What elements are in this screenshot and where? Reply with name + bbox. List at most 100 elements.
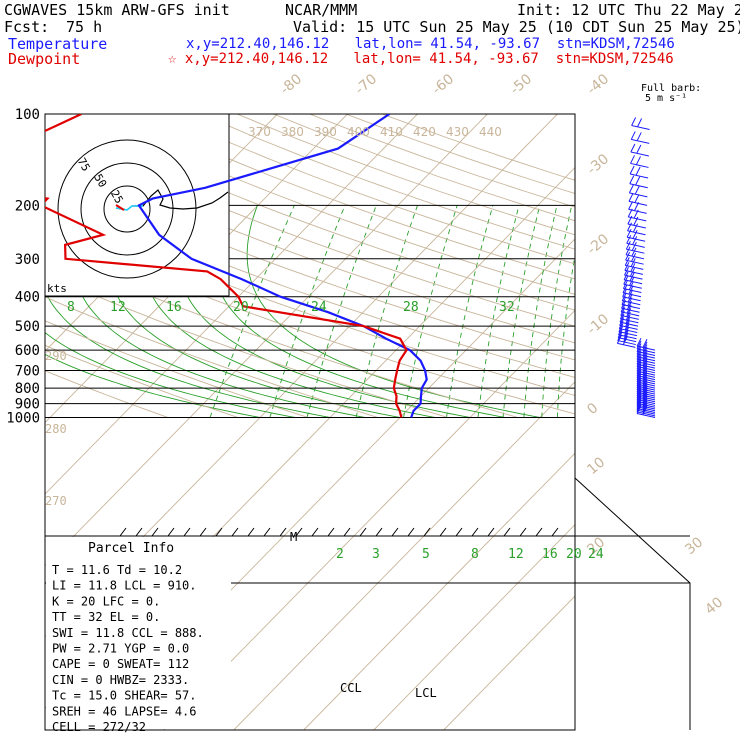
wind-barb-flag [636, 391, 642, 400]
wind-barb-flag [627, 208, 633, 218]
valid-time: Valid: 15 UTC Sun 25 May 25 (10 CDT Sun … [293, 18, 740, 36]
dry-adiabat [45, 273, 449, 418]
pressure-label-1000: 1000 [6, 411, 40, 427]
wind-barb-flag [636, 369, 642, 378]
isotherm-line [233, 381, 575, 730]
wind-barb-flag [624, 324, 630, 333]
freezing-tick [519, 527, 527, 537]
wind-barb-flag [642, 397, 648, 407]
hodograph-units: kts [47, 282, 67, 295]
wind-barb [630, 162, 649, 168]
freezing-tick [135, 527, 143, 537]
annotation-ccl: CCL [340, 681, 362, 695]
freezing-tick [199, 527, 207, 537]
freezing-tick [295, 527, 303, 537]
wind-barb-flag [636, 337, 642, 347]
freezing-tick [231, 527, 239, 537]
isotherm-line [45, 114, 418, 495]
wind-barb-flag [624, 262, 630, 271]
wind-barb-flag [627, 301, 632, 310]
wind-barb-flag [631, 117, 637, 126]
wind-barb-flag [619, 313, 625, 323]
wind-barb-flag [636, 383, 642, 393]
pressure-label-500: 500 [15, 319, 40, 335]
wind-barb [636, 407, 656, 413]
wind-barb-flag [636, 156, 641, 165]
dry-adiabat [164, 114, 575, 265]
wind-barb-flag [642, 378, 648, 388]
wind-barb-flag [625, 240, 631, 250]
pressure-label-300: 300 [15, 252, 40, 268]
isotherm-label: 30 [682, 534, 706, 558]
wind-barb-flag [624, 321, 630, 330]
theta-label: 400 [347, 125, 370, 139]
wind-barb-flag [642, 370, 648, 379]
wind-barb-flag [627, 222, 632, 231]
freezing-tick [311, 527, 319, 537]
freezing-tick [439, 527, 447, 537]
theta-label: 380 [281, 125, 304, 139]
dry-adiabat [273, 114, 575, 222]
wind-barb-flag [625, 251, 631, 261]
hodograph-frame [44, 113, 230, 297]
freezing-tick [551, 527, 559, 537]
wind-barb-flag [636, 132, 642, 141]
wind-barb-flag [642, 394, 648, 403]
mixing-label: 32 [499, 300, 515, 315]
wind-barb-flag [623, 271, 629, 280]
wind-barb-flag [642, 366, 648, 375]
wind-barb-flag [642, 349, 648, 358]
wind-barb-flag [624, 266, 629, 276]
wind-barb-flag [628, 184, 634, 194]
wind-barb-flag [636, 375, 642, 385]
wind-barb-flag [636, 340, 642, 350]
pressure-label-200: 200 [15, 198, 40, 214]
mixing-label: 20 [233, 300, 249, 315]
wind-barb-flag [642, 338, 648, 348]
wind-barb-flag [642, 401, 648, 410]
isotherm-label: -10 [584, 311, 612, 338]
wind-barb-flag [628, 201, 634, 210]
wind-barb-flag [642, 372, 648, 382]
wind-barb-flag [636, 355, 642, 365]
mixing-label-lower: 12 [508, 547, 524, 562]
wind-barb-flag [621, 300, 626, 309]
wind-barb [619, 328, 638, 334]
wind-barb-flag [630, 267, 635, 277]
dry-adiabat [345, 114, 575, 194]
freezing-tick [215, 527, 223, 537]
parcel-row: K = 20 LFC = 0. [52, 594, 160, 608]
wind-barb-flag [634, 202, 640, 211]
isotherm-line [45, 114, 348, 424]
barb-legend-title: Full barb: [641, 83, 702, 94]
wind-barb [619, 324, 638, 330]
wind-barb-flag [636, 353, 642, 362]
wind-barb-flag [642, 376, 648, 386]
parcel-row: TT = 32 EL = 0. [52, 610, 160, 624]
wind-barb-flag [628, 281, 634, 290]
wind-barb-flag [626, 235, 632, 244]
wind-barb-flag [636, 398, 642, 407]
wind-barb-flag [642, 392, 648, 401]
wind-barb-flag [631, 247, 637, 257]
wind-barb-flag [626, 308, 632, 317]
storm-motion [115, 204, 125, 211]
wind-barb-flag [628, 285, 634, 294]
wind-barb [625, 254, 645, 260]
temperature-legend: Temperature [8, 35, 108, 53]
dry-adiabat [45, 126, 575, 327]
wind-barb [617, 340, 636, 346]
theta-label-lower: 290 [45, 349, 67, 363]
wind-barb-flag [622, 336, 628, 345]
freezing-tick [535, 527, 543, 537]
mixing-label-lower: 2 [336, 547, 344, 562]
wind-barb-flag [642, 390, 648, 399]
init-time: Init: 12 UTC Thu 22 May 25 [517, 1, 740, 19]
wind-barb [636, 409, 656, 415]
freezing-tick [407, 527, 415, 537]
wind-barb-flag [617, 332, 623, 341]
mixing-ratio-line [446, 205, 494, 418]
freezing-tick [391, 527, 399, 537]
wind-barb-flag [626, 304, 632, 314]
